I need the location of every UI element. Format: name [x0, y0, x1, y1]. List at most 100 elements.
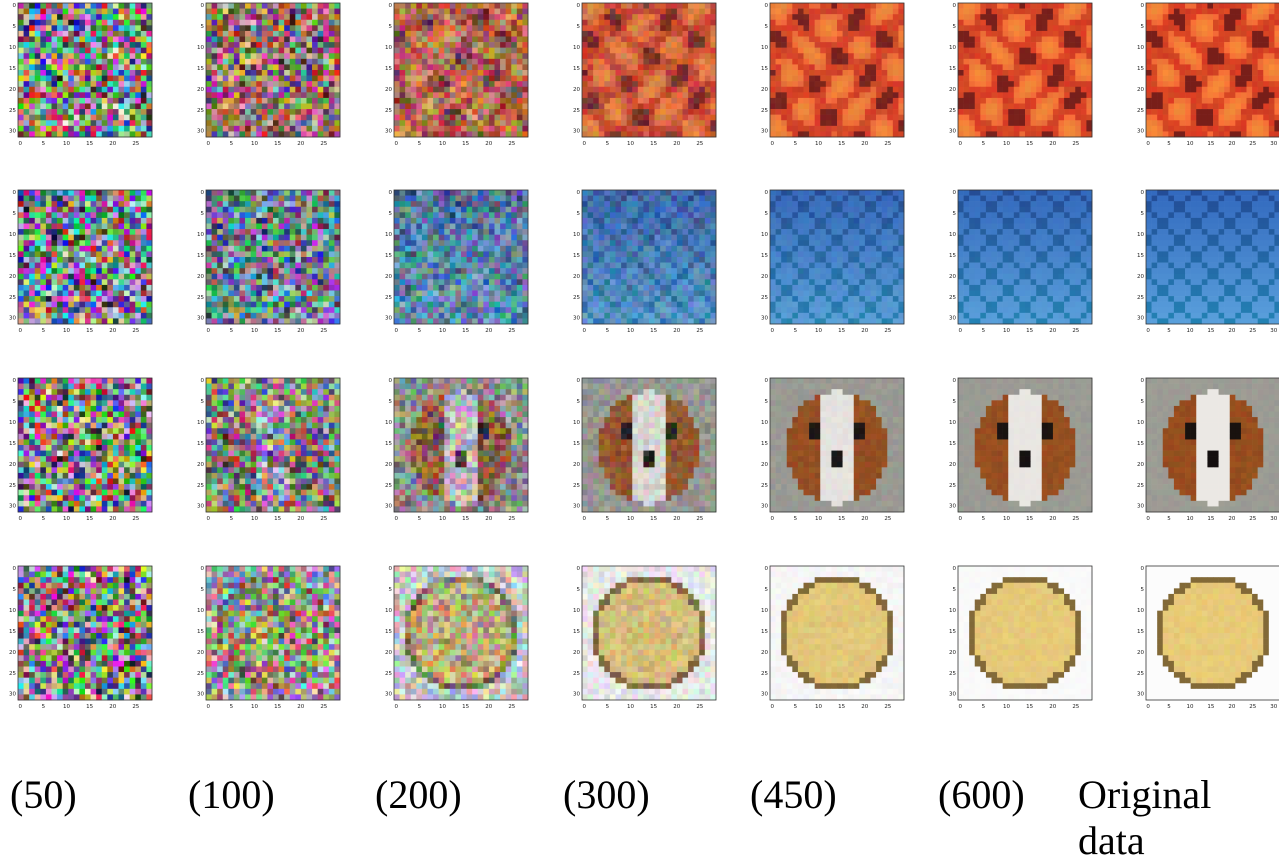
pixel	[974, 86, 981, 93]
pixel	[1185, 8, 1191, 15]
pixel	[980, 103, 987, 110]
pixel	[1151, 53, 1158, 60]
pixel	[522, 75, 529, 82]
pixel	[1274, 81, 1279, 88]
pixel	[837, 75, 843, 82]
pixel	[239, 81, 246, 88]
pixel	[23, 25, 30, 32]
pixel	[206, 97, 212, 104]
pixel	[1146, 64, 1152, 71]
y-tick-label: 0	[953, 3, 957, 9]
pixel	[1019, 97, 1026, 104]
pixel	[239, 14, 246, 21]
pixel	[140, 312, 147, 319]
pixel	[112, 109, 119, 115]
pixel	[969, 92, 976, 99]
pixel	[980, 8, 987, 15]
pixel	[62, 36, 69, 43]
pixel	[278, 19, 285, 26]
pixel	[820, 109, 827, 115]
pixel	[289, 97, 296, 104]
pixel	[233, 30, 240, 37]
pixel	[261, 42, 268, 48]
pixel	[256, 120, 263, 127]
pixel	[649, 125, 655, 132]
pixel	[410, 131, 417, 138]
pixel	[1235, 58, 1242, 65]
pixel	[57, 257, 63, 263]
pixel	[79, 307, 86, 314]
pixel	[1030, 8, 1037, 15]
y-tick-label: 25	[761, 108, 768, 114]
pixel	[1151, 47, 1158, 54]
pixel	[399, 14, 406, 21]
pixel	[85, 53, 91, 60]
pixel	[665, 58, 672, 65]
pixel	[90, 212, 97, 219]
pixel	[306, 75, 313, 82]
pixel	[416, 58, 423, 65]
pixel	[985, 120, 992, 127]
pixel	[615, 114, 622, 121]
pixel	[68, 284, 75, 291]
pixel	[582, 120, 588, 127]
pixel	[1263, 131, 1270, 138]
pixel	[300, 240, 307, 247]
pixel	[421, 81, 428, 88]
pixel	[45, 114, 52, 121]
pixel	[1263, 53, 1270, 60]
pixel	[278, 58, 285, 65]
pixel	[284, 14, 291, 21]
pixel	[461, 81, 467, 88]
pixel	[233, 206, 240, 213]
pixel	[1179, 30, 1186, 37]
pixel	[1246, 53, 1253, 60]
pixel	[79, 257, 86, 263]
pixel	[62, 223, 69, 230]
pixel	[626, 120, 633, 127]
pixel	[770, 53, 776, 60]
pixel	[306, 229, 313, 235]
pixel	[864, 58, 871, 65]
pixel	[848, 97, 855, 104]
pixel	[45, 201, 52, 208]
pixel	[289, 109, 296, 115]
pixel	[73, 234, 80, 241]
pixel	[96, 268, 103, 275]
pixel	[587, 53, 594, 60]
pixel	[1064, 103, 1070, 110]
pixel	[300, 30, 307, 37]
pixel	[837, 131, 843, 138]
pixel	[688, 30, 694, 37]
pixel	[284, 8, 291, 15]
pixel	[317, 109, 324, 115]
pixel	[300, 114, 307, 121]
pixel	[477, 92, 484, 99]
pixel	[781, 114, 788, 121]
pixel	[775, 97, 782, 104]
pixel	[803, 3, 810, 9]
pixel	[245, 86, 251, 93]
pixel	[660, 120, 667, 127]
pixel	[693, 58, 700, 65]
pixel	[233, 14, 240, 21]
pixel	[1257, 92, 1264, 99]
pixel	[124, 81, 130, 88]
pixel	[96, 257, 103, 263]
pixel	[781, 120, 788, 127]
pixel	[129, 3, 136, 9]
pixel	[211, 14, 218, 21]
pixel	[51, 131, 58, 138]
pixel	[1162, 120, 1169, 127]
pixel	[842, 64, 849, 71]
pixel	[1086, 86, 1093, 93]
pixel	[410, 125, 417, 132]
pixel	[688, 58, 694, 65]
pixel	[1218, 30, 1225, 37]
pixel	[416, 19, 423, 26]
pixel	[85, 212, 91, 219]
pixel	[1146, 75, 1152, 82]
pixel	[112, 8, 119, 15]
pixel	[615, 75, 622, 82]
